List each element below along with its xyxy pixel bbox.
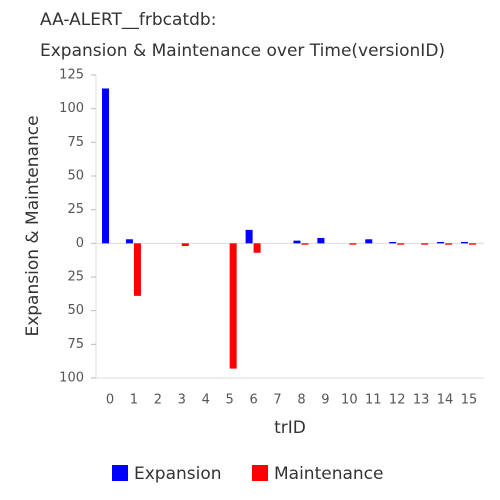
x-tick-label: 10: [341, 393, 358, 408]
chart-title: AA-ALERT__frbcatdb:: [40, 10, 216, 30]
bar: [389, 241, 397, 244]
bar: [349, 243, 357, 245]
y-tick-label: 75: [67, 337, 84, 352]
x-axis-label: trID: [274, 418, 306, 438]
bar: [245, 229, 253, 244]
x-tick-label: 4: [202, 393, 210, 408]
x-tick-label: 5: [226, 393, 234, 408]
bar: [445, 243, 453, 245]
y-tick-label: 50: [67, 169, 84, 184]
y-tick-label: 50: [67, 303, 84, 318]
x-tick-label: 8: [297, 393, 305, 408]
bar: [461, 241, 468, 244]
x-tick-label: 12: [389, 393, 406, 408]
legend-swatch: [112, 465, 128, 481]
y-tick-label: 25: [67, 270, 84, 285]
bar: [317, 237, 325, 244]
legend-label: Expansion: [134, 464, 222, 484]
bar: [253, 243, 261, 253]
x-tick-label: 1: [130, 393, 138, 408]
bar: [229, 243, 237, 369]
y-tick-label: 75: [67, 135, 84, 150]
legend-swatch: [252, 465, 268, 481]
y-tick-label: 0: [76, 236, 84, 251]
bar: [437, 241, 445, 244]
bar: [133, 243, 141, 296]
y-tick-label: 100: [59, 371, 84, 386]
x-tick-label: 14: [437, 393, 454, 408]
y-tick-label: 125: [59, 68, 84, 83]
x-tick-label: 0: [106, 393, 114, 408]
bar: [125, 239, 133, 244]
x-tick-label: 6: [249, 393, 257, 408]
x-tick-label: 7: [273, 393, 281, 408]
y-tick-label: 100: [59, 101, 84, 116]
x-tick-label: 15: [461, 393, 478, 408]
bar: [397, 243, 405, 245]
y-axis-label: Expansion & Maintenance: [23, 115, 43, 336]
bar: [421, 243, 429, 245]
x-tick-label: 9: [321, 393, 329, 408]
x-tick-label: 2: [154, 393, 162, 408]
x-tick-label: 3: [178, 393, 186, 408]
x-tick-label: 11: [365, 393, 382, 408]
x-tick-label: 13: [413, 393, 430, 408]
bar: [301, 243, 309, 245]
chart-subtitle: Expansion & Maintenance over Time(versio…: [40, 41, 445, 61]
bar: [181, 243, 189, 247]
bar: [365, 239, 373, 244]
bar: [293, 240, 301, 244]
bar: [102, 88, 109, 244]
legend-label: Maintenance: [274, 464, 383, 484]
y-tick-label: 25: [67, 202, 84, 217]
bar: [469, 243, 476, 245]
